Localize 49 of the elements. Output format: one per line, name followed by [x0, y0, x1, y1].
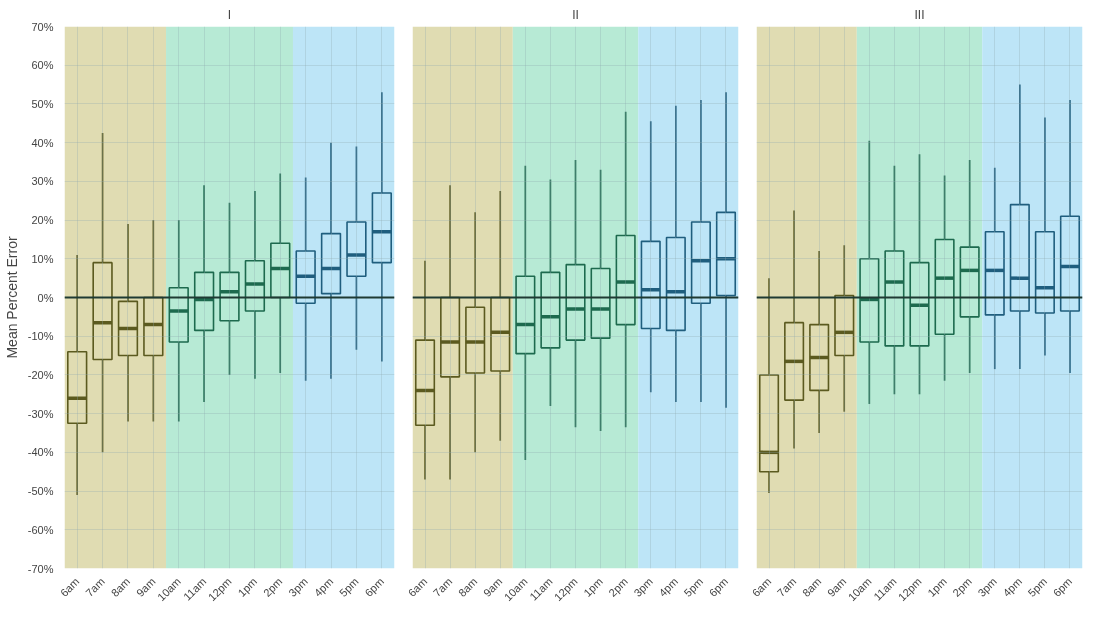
y-tick-label: 60%: [31, 59, 54, 72]
x-tick-label: 3pm: [975, 575, 999, 599]
x-tick-label: 1pm: [581, 575, 605, 599]
x-tick-label: 4pm: [1000, 575, 1025, 599]
y-tick-label: -50%: [27, 485, 54, 498]
x-tick-label: 2pm: [606, 575, 630, 599]
chart-title: II: [572, 7, 579, 22]
x-tick-label: 3pm: [631, 575, 655, 599]
x-tick-label: 8am: [108, 575, 133, 599]
y-tick-label: 30%: [31, 175, 54, 188]
x-tick-label: 6pm: [362, 575, 387, 599]
x-tick-label: 7am: [430, 575, 455, 599]
x-tick-label: 6pm: [1050, 575, 1075, 599]
x-tick-label: 4pm: [311, 575, 336, 599]
y-tick-label: 70%: [31, 20, 54, 33]
x-tick-label: 1pm: [235, 575, 260, 599]
y-tick-label: -30%: [27, 407, 54, 420]
chart-title: I: [227, 7, 232, 22]
y-tick-label: 10%: [31, 252, 54, 265]
y-tick-label: -60%: [27, 523, 54, 536]
x-tick-label: 9am: [824, 575, 849, 599]
x-tick-label: 6pm: [706, 575, 731, 599]
x-tick-label: 8am: [455, 575, 480, 599]
x-tick-label: 6am: [405, 575, 430, 599]
y-axis-title: Mean Percent Error: [3, 236, 20, 359]
chart-title: III: [914, 7, 925, 22]
x-tick-label: 7am: [774, 575, 799, 599]
x-tick-label: 6am: [749, 575, 774, 599]
x-tick-label: 6am: [57, 575, 82, 599]
y-tick-label: -10%: [27, 330, 54, 343]
x-tick-label: 8am: [799, 575, 824, 599]
y-tick-label: 50%: [31, 97, 54, 110]
x-tick-label: 5pm: [681, 575, 706, 599]
x-tick-label: 7am: [83, 575, 107, 599]
x-tick-label: 3pm: [286, 575, 310, 599]
y-tick-label: -20%: [27, 368, 54, 381]
x-tick-label: 1pm: [925, 575, 949, 599]
x-tick-label: 5pm: [337, 575, 361, 599]
y-tick-label: -70%: [27, 562, 54, 575]
y-tick-label: 20%: [31, 214, 54, 227]
x-tick-label: 2pm: [950, 575, 974, 599]
x-tick-label: 9am: [133, 575, 158, 599]
x-tick-label: 2pm: [260, 575, 285, 599]
x-tick-label: 5pm: [1025, 575, 1050, 599]
y-tick-label: 40%: [31, 136, 54, 149]
y-tick-label: -40%: [27, 446, 54, 459]
x-tick-label: 4pm: [656, 575, 681, 599]
y-tick-label: 0%: [37, 291, 54, 304]
x-tick-label: 9am: [480, 575, 505, 599]
